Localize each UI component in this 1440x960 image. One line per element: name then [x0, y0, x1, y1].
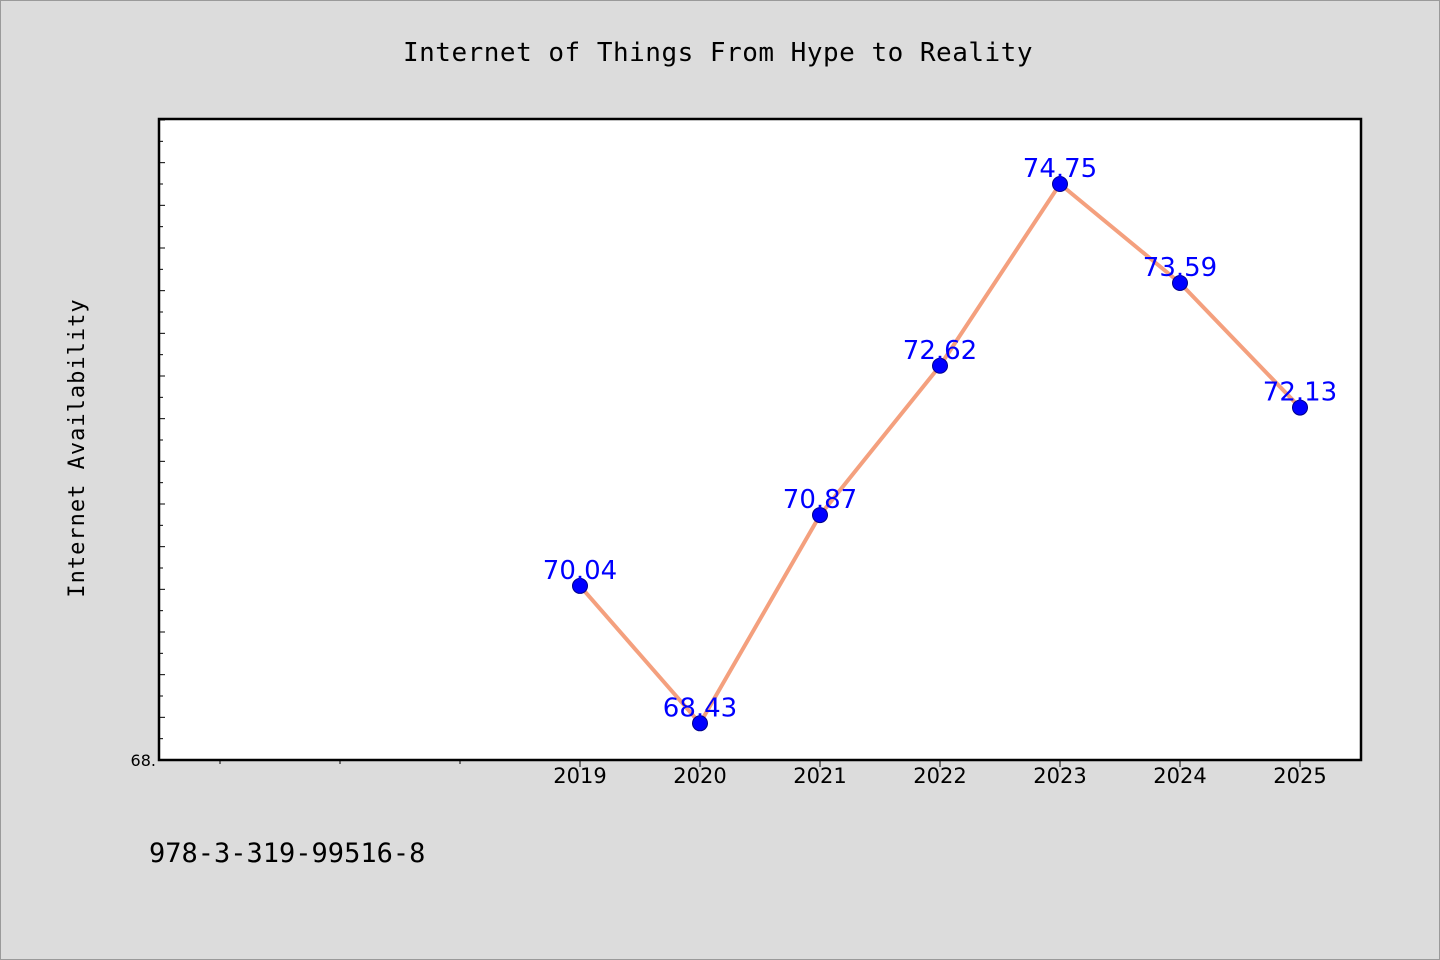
data-point	[932, 357, 948, 374]
data-point	[1172, 274, 1188, 291]
x-tick-label: 2022	[913, 764, 966, 788]
x-tick-labels: 2019 2020 2021 2022 2023 2024 2025	[553, 764, 1326, 788]
series-line-group: 70.04 68.43 70.87 72.62 74.75 73.59 72.13	[543, 154, 1337, 732]
x-tick-label: 2025	[1273, 764, 1326, 788]
data-point	[692, 715, 708, 732]
data-point	[1292, 399, 1308, 416]
data-label: 72.62	[903, 336, 977, 366]
y-axis-label: Internet Availability	[65, 298, 90, 597]
isbn-text: 978-3-319-99516-8	[149, 838, 425, 869]
x-tick-label: 2023	[1033, 764, 1086, 788]
data-label: 70.87	[783, 485, 857, 515]
x-tick-label: 2019	[553, 764, 606, 788]
x-minor-ticks	[219, 760, 1301, 767]
y-tick-label: 68.	[131, 751, 156, 770]
x-tick-label: 2021	[793, 764, 846, 788]
data-label: 72.13	[1263, 378, 1337, 408]
data-label: 73.59	[1143, 253, 1217, 283]
plot-area	[157, 117, 1363, 762]
x-tick-label: 2024	[1153, 764, 1206, 788]
chart-title: Internet of Things From Hype to Reality	[403, 38, 1033, 68]
data-label: 74.75	[1023, 154, 1097, 184]
data-point	[572, 577, 588, 594]
data-label: 68.43	[663, 693, 737, 723]
data-label: 70.04	[543, 556, 617, 586]
data-point	[1052, 176, 1068, 192]
data-point	[812, 507, 828, 524]
x-tick-label: 2020	[673, 764, 726, 788]
y-minor-ticks	[160, 119, 165, 761]
